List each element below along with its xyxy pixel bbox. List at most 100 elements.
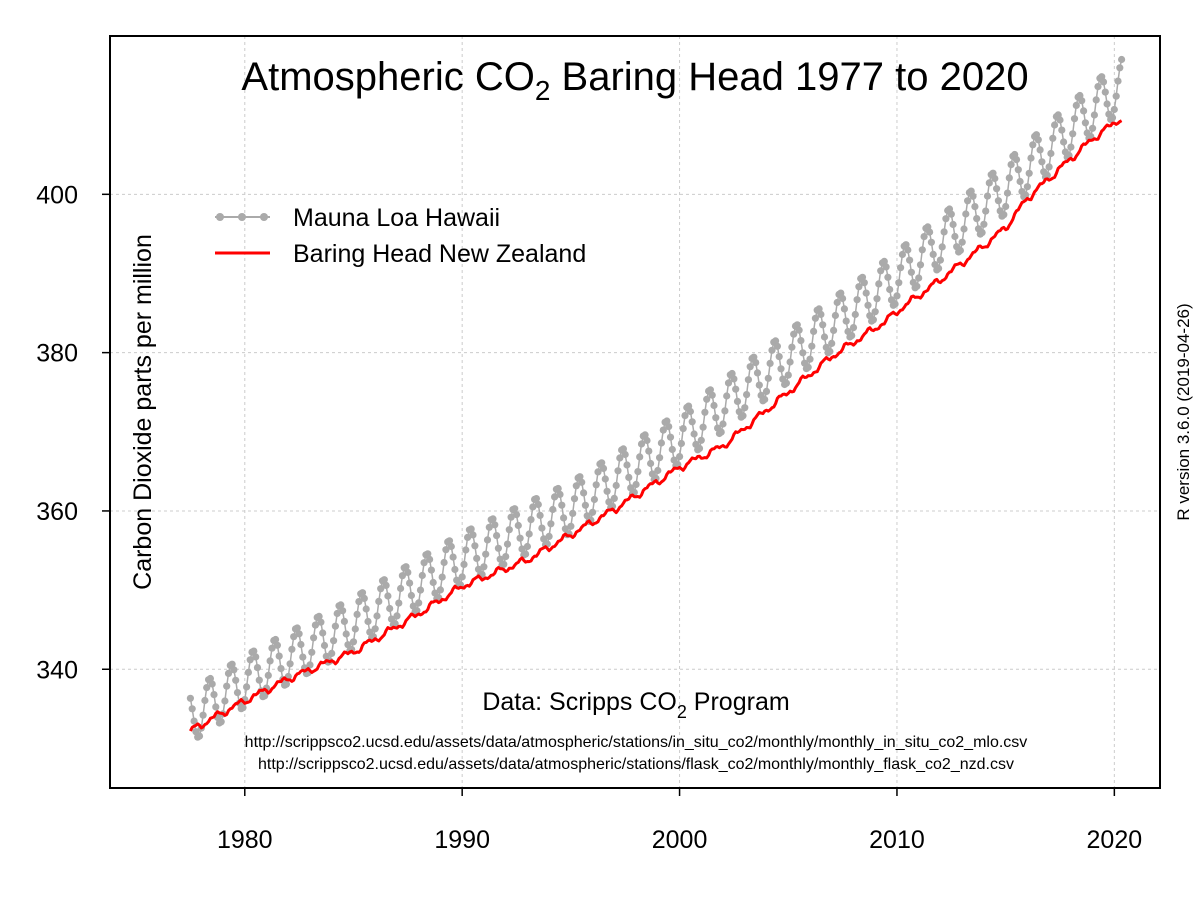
source-url-baring-head: http://scrippsco2.ucsd.edu/assets/data/a… xyxy=(258,756,1014,773)
point-mauna-loa-hawaii-305 xyxy=(739,412,746,419)
point-mauna-loa-hawaii-92 xyxy=(354,611,361,618)
point-mauna-loa-hawaii-475 xyxy=(1047,150,1054,157)
point-mauna-loa-hawaii-1 xyxy=(189,705,196,712)
point-mauna-loa-hawaii-446 xyxy=(995,197,1002,204)
y-axis: 340360380400 xyxy=(36,181,110,684)
point-mauna-loa-hawaii-288 xyxy=(709,392,716,399)
point-mauna-loa-hawaii-463 xyxy=(1026,170,1033,177)
point-mauna-loa-hawaii-223 xyxy=(591,496,598,503)
point-mauna-loa-hawaii-181 xyxy=(515,522,522,529)
point-mauna-loa-hawaii-349 xyxy=(819,321,826,328)
point-mauna-loa-hawaii-151 xyxy=(460,561,467,568)
point-mauna-loa-hawaii-378 xyxy=(872,308,879,315)
point-mauna-loa-hawaii-482 xyxy=(1060,138,1067,145)
x-tick-label-2000: 2000 xyxy=(652,826,708,854)
chart-title-subscript: 2 xyxy=(535,75,551,106)
point-mauna-loa-hawaii-420 xyxy=(948,211,955,218)
point-mauna-loa-hawaii-294 xyxy=(719,420,726,427)
chart-svg: 1980 1990 2000 2010 2020 340360380400 Atmosp… xyxy=(0,0,1200,900)
point-mauna-loa-hawaii-96 xyxy=(361,595,368,602)
point-mauna-loa-hawaii-342 xyxy=(806,356,813,363)
series-line-mauna-loa-hawaii xyxy=(190,60,1121,738)
point-mauna-loa-hawaii-126 xyxy=(415,599,422,606)
point-mauna-loa-hawaii-242 xyxy=(625,474,632,481)
point-mauna-loa-hawaii-486 xyxy=(1067,144,1074,151)
point-mauna-loa-hawaii-514 xyxy=(1118,56,1125,63)
point-mauna-loa-hawaii-469 xyxy=(1037,146,1044,153)
point-mauna-loa-hawaii-510 xyxy=(1111,106,1118,113)
point-mauna-loa-hawaii-332 xyxy=(788,344,795,351)
point-mauna-loa-hawaii-392 xyxy=(897,264,904,271)
point-mauna-loa-hawaii-254 xyxy=(647,460,654,467)
point-mauna-loa-hawaii-451 xyxy=(1004,190,1011,197)
point-mauna-loa-hawaii-396 xyxy=(904,246,911,253)
series-layer xyxy=(187,56,1125,741)
point-mauna-loa-hawaii-481 xyxy=(1058,127,1065,134)
x-tick-label-1980: 1980 xyxy=(217,826,273,854)
point-mauna-loa-hawaii-492 xyxy=(1078,97,1085,104)
point-mauna-loa-hawaii-494 xyxy=(1082,119,1089,126)
point-mauna-loa-hawaii-97 xyxy=(363,605,370,612)
point-mauna-loa-hawaii-43 xyxy=(265,672,272,679)
point-mauna-loa-hawaii-353 xyxy=(826,348,833,355)
point-mauna-loa-hawaii-176 xyxy=(506,526,513,533)
point-mauna-loa-hawaii-290 xyxy=(712,414,719,421)
point-mauna-loa-hawaii-329 xyxy=(783,380,790,387)
point-mauna-loa-hawaii-506 xyxy=(1104,100,1111,107)
y-tick-label-360: 360 xyxy=(36,498,78,526)
point-mauna-loa-hawaii-185 xyxy=(522,551,529,558)
point-mauna-loa-hawaii-55 xyxy=(287,660,294,667)
point-mauna-loa-hawaii-222 xyxy=(589,509,596,516)
point-mauna-loa-hawaii-228 xyxy=(600,465,607,472)
point-mauna-loa-hawaii-452 xyxy=(1006,174,1013,181)
point-mauna-loa-hawaii-127 xyxy=(417,587,424,594)
point-mauna-loa-hawaii-247 xyxy=(634,468,641,475)
point-mauna-loa-hawaii-78 xyxy=(328,650,335,657)
point-mauna-loa-hawaii-272 xyxy=(680,425,687,432)
point-mauna-loa-hawaii-373 xyxy=(863,290,870,297)
point-mauna-loa-hawaii-513 xyxy=(1116,64,1123,71)
point-mauna-loa-hawaii-173 xyxy=(500,561,507,568)
point-mauna-loa-hawaii-422 xyxy=(951,233,958,240)
point-mauna-loa-hawaii-259 xyxy=(656,454,663,461)
point-mauna-loa-hawaii-109 xyxy=(384,592,391,599)
point-mauna-loa-hawaii-404 xyxy=(919,246,926,253)
point-mauna-loa-hawaii-450 xyxy=(1002,203,1009,210)
point-mauna-loa-hawaii-36 xyxy=(252,653,259,660)
point-mauna-loa-hawaii-308 xyxy=(745,376,752,383)
point-mauna-loa-hawaii-489 xyxy=(1073,102,1080,109)
point-mauna-loa-hawaii-163 xyxy=(482,551,489,558)
point-mauna-loa-hawaii-499 xyxy=(1091,111,1098,118)
point-mauna-loa-hawaii-139 xyxy=(439,574,446,581)
point-mauna-loa-hawaii-366 xyxy=(850,324,857,331)
point-mauna-loa-hawaii-140 xyxy=(441,559,448,566)
point-mauna-loa-hawaii-270 xyxy=(676,453,683,460)
point-mauna-loa-hawaii-132 xyxy=(426,556,433,563)
y-tick-label-380: 380 xyxy=(36,340,78,368)
point-mauna-loa-hawaii-415 xyxy=(939,243,946,250)
point-mauna-loa-hawaii-296 xyxy=(723,392,730,399)
point-mauna-loa-hawaii-377 xyxy=(870,316,877,323)
point-mauna-loa-hawaii-362 xyxy=(843,318,850,325)
point-mauna-loa-hawaii-324 xyxy=(774,343,781,350)
point-mauna-loa-hawaii-110 xyxy=(386,605,393,612)
data-source-subscript: 2 xyxy=(677,702,687,722)
point-mauna-loa-hawaii-252 xyxy=(643,437,650,444)
point-mauna-loa-hawaii-53 xyxy=(283,681,290,688)
point-mauna-loa-hawaii-12 xyxy=(209,680,216,687)
point-mauna-loa-hawaii-8 xyxy=(201,697,208,704)
point-mauna-loa-hawaii-234 xyxy=(611,495,618,502)
point-mauna-loa-hawaii-439 xyxy=(982,208,989,215)
point-mauna-loa-hawaii-505 xyxy=(1102,89,1109,96)
point-mauna-loa-hawaii-146 xyxy=(451,566,458,573)
point-mauna-loa-hawaii-198 xyxy=(546,533,553,540)
point-mauna-loa-hawaii-361 xyxy=(841,305,848,312)
point-mauna-loa-hawaii-205 xyxy=(558,502,565,509)
point-mauna-loa-hawaii-186 xyxy=(524,543,531,550)
point-mauna-loa-hawaii-409 xyxy=(928,239,935,246)
point-mauna-loa-hawaii-211 xyxy=(569,510,576,517)
point-mauna-loa-hawaii-368 xyxy=(854,296,861,303)
point-mauna-loa-hawaii-325 xyxy=(776,353,783,360)
point-mauna-loa-hawaii-145 xyxy=(450,554,457,561)
point-mauna-loa-hawaii-122 xyxy=(408,592,415,599)
